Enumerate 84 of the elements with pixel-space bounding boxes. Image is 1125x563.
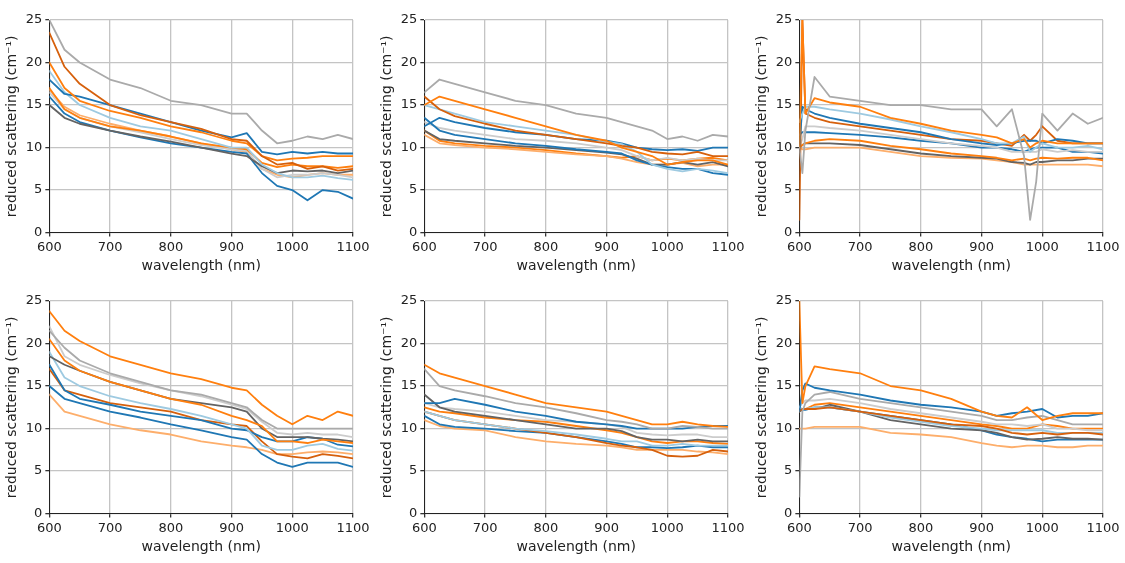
x-axis-title: wavelength (nm): [141, 538, 261, 555]
x-tick-label: 600: [411, 238, 437, 254]
y-axis-title: reduced scattering (cm⁻¹): [378, 35, 395, 218]
x-tick-label: 900: [219, 519, 244, 535]
y-tick-label: 10: [25, 138, 43, 154]
x-tick-label: 700: [472, 238, 498, 254]
x-tick-label: 1000: [275, 238, 309, 254]
x-tick-label: 1000: [650, 238, 684, 254]
y-tick-label: 10: [775, 138, 793, 154]
x-tick-label: 1100: [336, 238, 370, 254]
y-tick-label: 5: [784, 181, 793, 197]
y-tick-label: 0: [784, 504, 793, 520]
y-axis-title: reduced scattering (cm⁻¹): [753, 35, 770, 218]
x-tick-label: 1100: [1086, 238, 1120, 254]
y-axis-title: reduced scattering (cm⁻¹): [378, 316, 395, 499]
x-tick-label: 1000: [1025, 238, 1059, 254]
y-tick-label: 5: [34, 462, 43, 478]
y-tick-label: 0: [34, 504, 43, 520]
y-tick-label: 25: [400, 11, 418, 27]
y-tick-label: 0: [409, 223, 418, 239]
y-tick-label: 15: [775, 96, 793, 112]
y-tick-label: 0: [784, 223, 793, 239]
x-axis-title: wavelength (nm): [891, 538, 1011, 555]
y-tick-label: 20: [400, 53, 418, 69]
y-tick-label: 5: [34, 181, 43, 197]
y-tick-label: 15: [400, 96, 418, 112]
x-tick-label: 700: [472, 519, 498, 535]
x-axis-title: wavelength (nm): [516, 538, 636, 555]
y-tick-label: 0: [34, 223, 43, 239]
y-tick-label: 15: [400, 377, 418, 393]
x-tick-label: 800: [908, 238, 934, 254]
y-tick-label: 25: [775, 11, 793, 27]
x-tick-label: 600: [786, 519, 812, 535]
x-tick-label: 700: [847, 238, 873, 254]
x-tick-label: 800: [908, 519, 934, 535]
x-tick-label: 900: [969, 519, 994, 535]
y-tick-label: 20: [400, 334, 418, 350]
y-tick-label: 5: [409, 181, 418, 197]
y-tick-label: 0: [409, 504, 418, 520]
x-tick-label: 1100: [711, 238, 745, 254]
x-tick-label: 700: [97, 519, 123, 535]
x-tick-label: 1100: [336, 519, 370, 535]
y-tick-label: 20: [775, 334, 793, 350]
y-tick-label: 20: [25, 334, 43, 350]
y-tick-label: 25: [400, 292, 418, 308]
y-tick-label: 25: [25, 292, 43, 308]
y-tick-label: 5: [409, 462, 418, 478]
x-axis-title: wavelength (nm): [141, 257, 261, 274]
x-tick-label: 1000: [275, 519, 309, 535]
y-tick-label: 10: [400, 138, 418, 154]
y-axis-title: reduced scattering (cm⁻¹): [753, 316, 770, 499]
y-tick-label: 15: [25, 377, 43, 393]
x-tick-label: 900: [594, 238, 619, 254]
y-tick-label: 10: [25, 419, 43, 435]
y-tick-label: 10: [775, 419, 793, 435]
x-tick-label: 800: [533, 519, 559, 535]
x-tick-label: 600: [411, 519, 437, 535]
x-tick-label: 900: [219, 238, 244, 254]
x-tick-label: 1000: [650, 519, 684, 535]
x-tick-label: 1100: [711, 519, 745, 535]
x-tick-label: 900: [594, 519, 619, 535]
y-axis-title: reduced scattering (cm⁻¹): [3, 35, 20, 218]
x-tick-label: 600: [36, 238, 62, 254]
y-axis-title: reduced scattering (cm⁻¹): [3, 316, 20, 499]
y-tick-label: 20: [25, 53, 43, 69]
y-tick-label: 15: [25, 96, 43, 112]
y-tick-label: 25: [25, 11, 43, 27]
x-tick-label: 800: [158, 238, 184, 254]
x-tick-label: 600: [36, 519, 62, 535]
x-tick-label: 900: [969, 238, 994, 254]
y-tick-label: 25: [775, 292, 793, 308]
x-tick-label: 800: [158, 519, 184, 535]
x-tick-label: 1100: [1086, 519, 1120, 535]
y-tick-label: 15: [775, 377, 793, 393]
y-tick-label: 10: [400, 419, 418, 435]
x-tick-label: 700: [97, 238, 123, 254]
x-axis-title: wavelength (nm): [516, 257, 636, 274]
x-tick-label: 800: [533, 238, 559, 254]
x-tick-label: 700: [847, 519, 873, 535]
x-axis-title: wavelength (nm): [891, 257, 1011, 274]
x-tick-label: 600: [786, 238, 812, 254]
y-tick-label: 20: [775, 53, 793, 69]
y-tick-label: 5: [784, 462, 793, 478]
x-tick-label: 1000: [1025, 519, 1059, 535]
